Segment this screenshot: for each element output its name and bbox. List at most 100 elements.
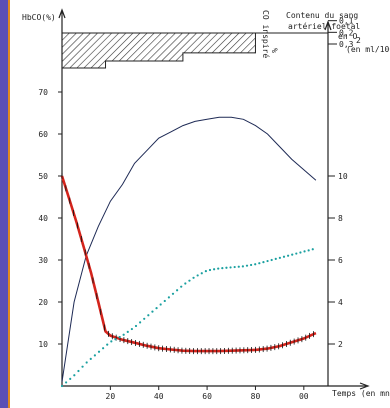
series-dotted-point xyxy=(303,250,306,253)
series-dotted-point xyxy=(147,314,150,317)
series-dotted-point xyxy=(126,330,129,334)
series-dotted-point xyxy=(225,266,228,269)
series-dotted-point xyxy=(106,343,109,346)
series-dotted-point xyxy=(200,272,203,275)
series-dotted-point xyxy=(65,381,68,384)
series-dotted-point xyxy=(122,333,125,336)
series-dotted-point xyxy=(262,261,265,264)
series-dotted-point xyxy=(307,249,310,252)
y-left-arrow xyxy=(58,8,66,19)
series-dotted-point xyxy=(180,285,183,288)
series-dotted-point xyxy=(139,321,142,324)
x-axis-label: Temps (en mn.) xyxy=(332,389,390,398)
co-inspired-label: CO inspiré xyxy=(261,10,271,58)
series-dotted-point xyxy=(81,365,84,368)
right-title-subscript: 2 xyxy=(356,36,361,45)
chart-series xyxy=(60,116,317,388)
co-inspired-tick-label: 0,2 xyxy=(339,28,354,37)
series-dotted-point xyxy=(73,374,76,377)
x-tick-label: 60 xyxy=(202,392,212,401)
chart-axes xyxy=(58,8,370,390)
series-dotted-point xyxy=(155,306,158,310)
series-dotted-point xyxy=(213,268,216,271)
right-title-line-1: Contenu du sang xyxy=(286,11,358,20)
y-right-tick-label: 2 xyxy=(338,340,343,349)
series-dotted-point xyxy=(282,255,286,258)
y-left-tick-label: 40 xyxy=(38,214,48,223)
chart-tick-labels: 20 40 60 80 00 10 20 30 40 50 60 70 2 4 6 8 10 0,1 0,2 0,3 xyxy=(38,17,353,401)
series-dotted-point xyxy=(114,338,117,341)
series-dotted-point xyxy=(192,276,195,279)
series-line-red xyxy=(60,175,317,353)
right-title-line-4: (en ml/100 xyxy=(346,45,390,54)
series-dotted-point xyxy=(184,282,187,285)
series-dotted-point xyxy=(85,361,88,364)
series-dotted-point xyxy=(208,268,212,272)
series-dotted-point xyxy=(118,336,121,339)
series-dotted-point xyxy=(233,265,236,269)
series-dotted-point xyxy=(229,266,232,269)
series-dotted-point xyxy=(258,262,261,265)
series-dotted-point xyxy=(287,254,290,257)
series-dotted-point xyxy=(159,303,162,306)
y-left-tick-label: 70 xyxy=(38,88,48,97)
series-dotted-point xyxy=(217,267,220,270)
series-dotted-point xyxy=(188,279,191,282)
co-inspired-tick-label: 0,3 xyxy=(339,40,354,49)
right-title-line-2: artériel foetal xyxy=(288,21,360,31)
series-dotted-point xyxy=(93,354,96,357)
chart-paper: 20 40 60 80 00 10 20 30 40 50 60 70 2 4 6 8 10 0,1 0,2 0,3 … xyxy=(8,0,390,408)
y-left-label: HbCO(%) xyxy=(22,13,56,22)
co-inspired-tick-label: 0,1 xyxy=(339,17,354,26)
series-dotted-point xyxy=(69,377,72,380)
x-axis-arrow xyxy=(359,382,370,390)
y-left-tick-label: 20 xyxy=(38,298,48,307)
y-left-tick-label: 60 xyxy=(38,130,48,139)
series-dotted-point xyxy=(102,347,105,350)
series-dotted-point xyxy=(299,251,302,254)
series-dotted-point xyxy=(295,252,298,255)
series-dotted-point xyxy=(89,357,92,361)
series-dotted-point xyxy=(245,264,249,267)
series-dotted-point xyxy=(250,263,253,267)
right-title-line-3: en O xyxy=(338,32,357,41)
series-dotted-point xyxy=(254,263,257,266)
series-dotted-point xyxy=(143,317,146,320)
series-dotted-point xyxy=(237,265,240,268)
co-inspired-hatched-area xyxy=(61,32,256,69)
series-dotted-point xyxy=(241,265,244,268)
chart-svg: 20 40 60 80 00102030405060702468100,10,20,3 … xyxy=(22,8,390,401)
x-tick-label: 40 xyxy=(154,392,164,401)
series-line-hbco-dark xyxy=(61,116,317,382)
series-dotted-point xyxy=(221,267,224,270)
series-dotted-point xyxy=(278,256,281,259)
series-dotted-point xyxy=(134,324,138,328)
y-right-tick-label: 4 xyxy=(338,298,343,307)
y-right-tick-label: 6 xyxy=(338,256,343,265)
co-inspired-unit: % xyxy=(270,48,279,53)
series-dotted-point xyxy=(204,270,207,273)
y-right-tick-label: 8 xyxy=(338,214,343,223)
series-dotted-point xyxy=(196,274,199,277)
x-tick-label: 20 xyxy=(106,392,116,401)
y-left-tick-label: 50 xyxy=(38,172,48,181)
series-dotted-point xyxy=(163,299,166,303)
co-inspired-panel xyxy=(61,32,256,69)
series-dotted-point xyxy=(60,384,64,388)
series-dotted-point xyxy=(151,310,154,313)
y-right-tick-label: 10 xyxy=(338,172,348,181)
series-dotted-point xyxy=(130,327,133,331)
series-dotted-point xyxy=(266,259,269,263)
y-left-tick-label: 30 xyxy=(38,256,48,265)
x-tick-label: 80 xyxy=(251,392,261,401)
x-tick-label: 00 xyxy=(299,392,309,401)
series-dotted-point xyxy=(270,258,273,262)
series-dotted-point xyxy=(171,292,175,295)
series-dotted-point xyxy=(176,289,179,292)
series-dotted-point xyxy=(77,369,80,373)
y-left-tick-label: 10 xyxy=(38,340,48,349)
y-right-arrow xyxy=(324,20,332,31)
series-dotted-point xyxy=(274,257,277,261)
series-dotted-point xyxy=(291,253,294,256)
